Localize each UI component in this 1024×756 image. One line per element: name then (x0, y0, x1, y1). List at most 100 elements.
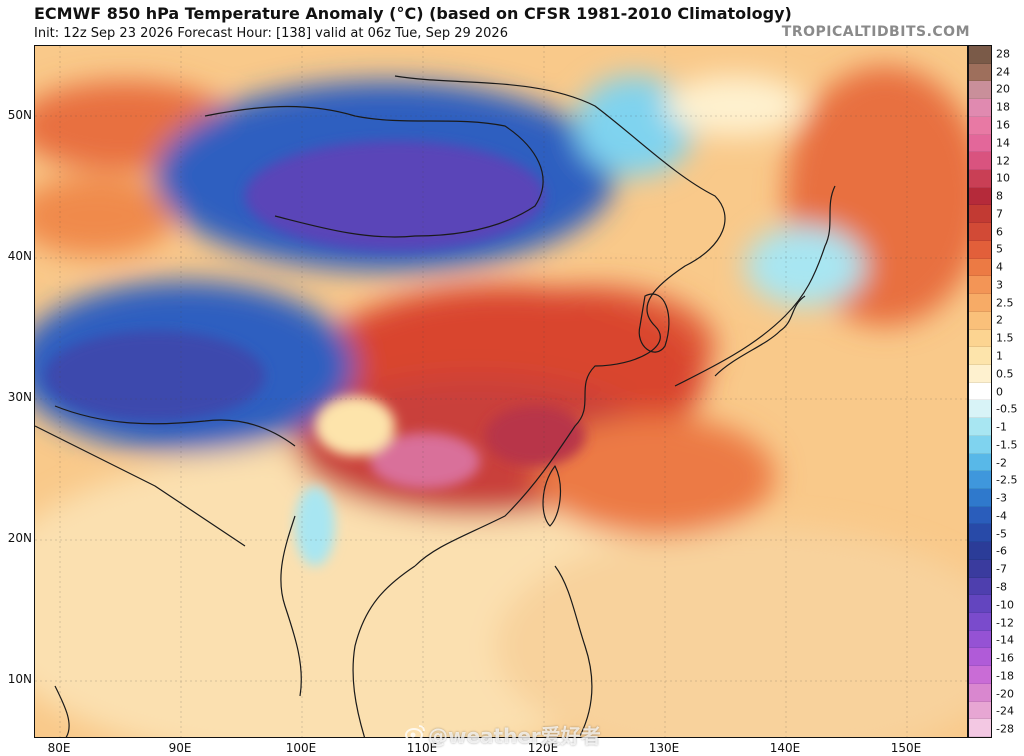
color-scale-cell (969, 240, 991, 259)
color-scale-label: 8 (996, 189, 1003, 203)
color-scale-label: 28 (996, 47, 1010, 61)
brand-label: TROPICALTIDBITS.COM (781, 24, 970, 40)
lon-label-80e: 80E (47, 741, 71, 755)
color-scale-label: 2 (996, 313, 1003, 327)
color-scale-label: 12 (996, 154, 1010, 167)
color-scale-labels: 28 24 20 18 16 14 12 10 8 7 6 5 4 3 2.5 2 1.5 1 0.5 0 -0.5 -1… (996, 45, 1024, 738)
color-scale-label: 0 (996, 385, 1003, 398)
color-scale-cell (969, 630, 991, 649)
color-scale-cell (969, 701, 991, 720)
color-scale-cell (969, 46, 991, 64)
watermark-text: @weather爱好者 (428, 724, 601, 748)
color-scale-cell (969, 347, 991, 365)
color-scale-cell (969, 311, 991, 330)
color-scale-cell (969, 276, 991, 295)
weibo-logo-icon (405, 725, 425, 742)
color-scale-cell (969, 471, 991, 489)
lon-label-140e: 140E (769, 741, 801, 755)
color-scale-label: 2.5 (996, 296, 1014, 310)
color-scale-cell (969, 435, 991, 454)
color-scale-cell (969, 364, 991, 383)
color-scale-label: 1 (996, 349, 1003, 363)
color-scale-bar (968, 45, 992, 738)
color-scale-cell (969, 187, 991, 206)
color-scale-label: -3 (996, 491, 1007, 505)
color-scale-label: -12 (996, 616, 1014, 629)
color-scale-cell (969, 205, 991, 224)
color-scale-label: -1.5 (996, 438, 1018, 452)
color-scale-label: 4 (996, 260, 1003, 274)
lon-label-120e: 120E (527, 741, 559, 755)
lat-label-20n: 20N (7, 531, 32, 545)
color-scale-cell (969, 648, 991, 667)
color-scale-cell (969, 223, 991, 241)
lon-label-150e: 150E (890, 741, 922, 755)
color-scale-cell (969, 613, 991, 631)
color-scale-label: -10 (996, 598, 1014, 612)
color-scale-cell (969, 81, 991, 100)
color-scale-label: -2 (996, 456, 1007, 470)
color-scale-label: 1.5 (996, 331, 1014, 345)
color-scale-label: 20 (996, 82, 1010, 96)
color-scale-cell (969, 719, 991, 738)
color-scale-label: 5 (996, 242, 1003, 256)
color-scale-cell (969, 453, 991, 472)
lat-label-10n: 10N (7, 672, 32, 686)
map-title: ECMWF 850 hPa Temperature Anomaly (°C) (… (34, 4, 792, 23)
color-scale-label: -0.5 (996, 402, 1018, 416)
color-scale-cell (969, 294, 991, 312)
color-scale-cell (969, 418, 991, 436)
color-scale-label: -2.5 (996, 473, 1018, 487)
lat-label-50n: 50N (7, 108, 32, 122)
color-scale-label: -1 (996, 420, 1007, 434)
color-scale-cell (969, 170, 991, 188)
color-scale-label: -7 (996, 562, 1007, 576)
color-scale-cell (969, 258, 991, 277)
color-scale-label: 6 (996, 225, 1003, 239)
color-scale-label: 7 (996, 207, 1003, 221)
color-scale-label: 3 (996, 278, 1003, 292)
anomaly-map (34, 45, 968, 738)
lat-label-30n: 30N (7, 390, 32, 404)
lon-label-110e: 110E (406, 741, 438, 755)
color-scale-cell (969, 400, 991, 419)
color-scale-label: -20 (996, 687, 1014, 701)
forecast-info: Init: 12z Sep 23 2026 Forecast Hour: [13… (34, 26, 508, 41)
lon-label-130e: 130E (648, 741, 680, 755)
color-scale-label: -4 (996, 509, 1007, 523)
color-scale-label: -18 (996, 669, 1014, 683)
color-scale-cell (969, 577, 991, 596)
color-scale-cell (969, 595, 991, 613)
color-scale-cell (969, 488, 991, 507)
color-scale-cell (969, 382, 991, 401)
lon-label-90e: 90E (168, 741, 192, 755)
color-scale-cell (969, 683, 991, 702)
color-scale-label: -6 (996, 544, 1007, 558)
color-scale-cell (969, 99, 991, 117)
color-scale-label: -16 (996, 651, 1014, 665)
color-scale-label: 14 (996, 136, 1010, 150)
color-scale-label: -28 (996, 722, 1014, 736)
color-scale-label: 10 (996, 171, 1010, 185)
anomaly-map-graphic (35, 46, 967, 737)
color-scale-label: -5 (996, 527, 1007, 541)
lat-label-40n: 40N (7, 249, 32, 263)
color-scale-cell (969, 524, 991, 543)
color-scale-label: -14 (996, 633, 1014, 647)
color-scale-label: 16 (996, 118, 1010, 132)
lon-label-100e: 100E (285, 741, 317, 755)
color-scale-label: 24 (996, 65, 1010, 79)
color-scale-cell (969, 329, 991, 348)
color-scale-label: 18 (996, 100, 1010, 114)
color-scale-cell (969, 559, 991, 578)
color-scale-cell (969, 542, 991, 560)
color-scale-cell (969, 63, 991, 82)
color-scale-cell (969, 134, 991, 153)
color-scale-cell (969, 116, 991, 135)
color-scale-label: -8 (996, 580, 1007, 594)
color-scale-cell (969, 666, 991, 684)
color-scale-cell (969, 152, 991, 171)
color-scale-cell (969, 506, 991, 525)
color-scale-label: -24 (996, 704, 1014, 718)
color-scale-label: 0.5 (996, 367, 1014, 381)
